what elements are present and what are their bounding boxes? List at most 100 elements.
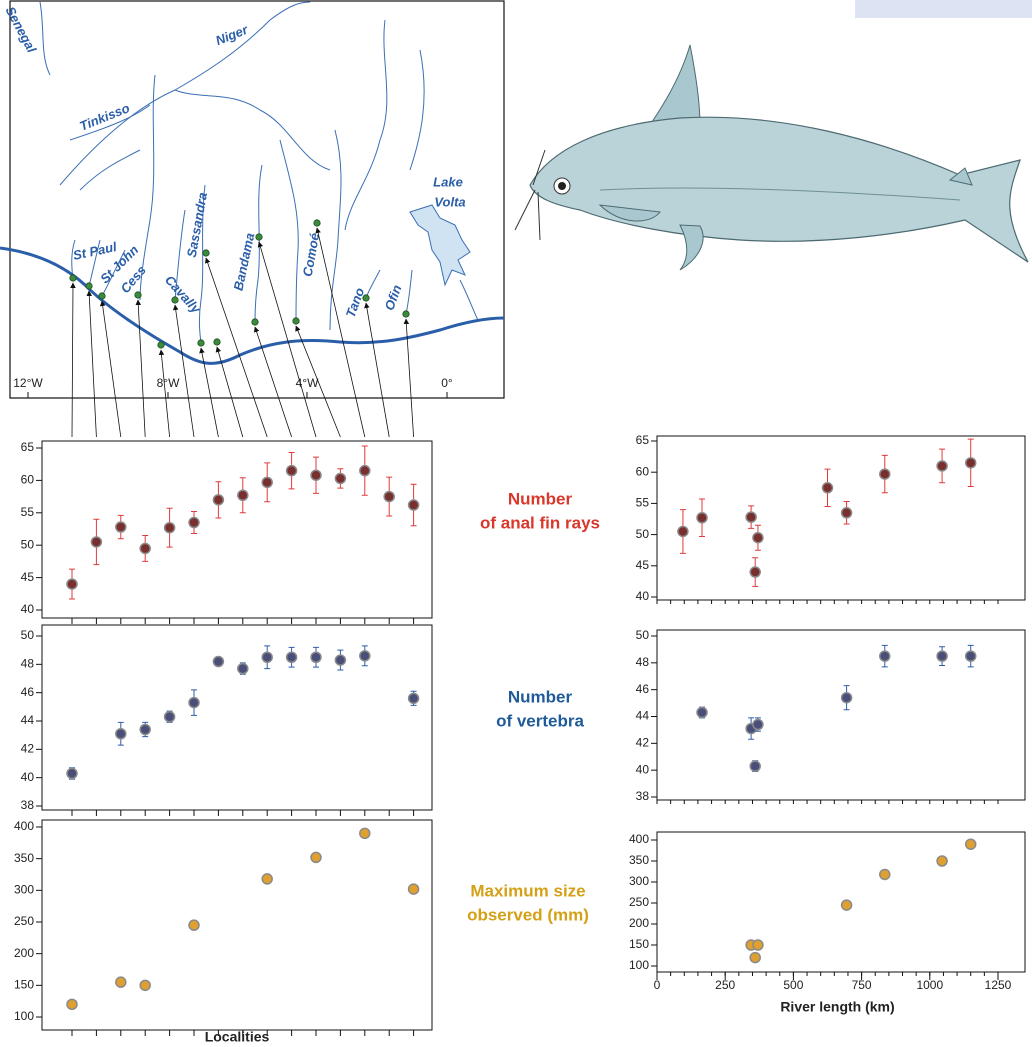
y-tick-label: 55 xyxy=(21,505,35,519)
x-tick-label: 750 xyxy=(852,978,872,992)
site-dot xyxy=(172,297,178,303)
site-dot xyxy=(363,295,369,301)
x-tick-label: 500 xyxy=(783,978,803,992)
data-point xyxy=(750,567,760,577)
map: Senegal Niger Tinkisso St Paul St John C… xyxy=(0,1,504,398)
figure: Senegal Niger Tinkisso St Paul St John C… xyxy=(0,0,1032,1047)
data-point xyxy=(937,856,947,866)
data-point xyxy=(165,712,175,722)
longitude-label: 0° xyxy=(441,376,453,390)
chart-title: Number xyxy=(508,489,573,508)
data-point xyxy=(409,500,419,510)
data-point xyxy=(753,940,763,950)
data-point xyxy=(311,470,321,480)
lake-label: Volta xyxy=(434,194,465,209)
y-tick-label: 350 xyxy=(629,853,649,867)
chart-title: of anal fin rays xyxy=(480,513,600,532)
y-tick-label: 150 xyxy=(14,978,34,992)
data-point xyxy=(678,526,688,536)
x-tick-label: 1250 xyxy=(985,978,1012,992)
site-dot xyxy=(256,234,262,240)
data-point xyxy=(262,652,272,662)
data-point xyxy=(116,522,126,532)
y-tick-label: 400 xyxy=(14,819,34,833)
data-point xyxy=(880,869,890,879)
y-tick-label: 40 xyxy=(21,602,35,616)
data-point xyxy=(409,693,419,703)
y-tick-label: 250 xyxy=(629,895,649,909)
y-tick-label: 250 xyxy=(14,914,34,928)
y-tick-label: 44 xyxy=(21,713,35,727)
data-point xyxy=(750,953,760,963)
data-point xyxy=(746,512,756,522)
y-tick-label: 48 xyxy=(21,657,35,671)
y-tick-label: 150 xyxy=(629,937,649,951)
data-point xyxy=(287,652,297,662)
data-point xyxy=(140,980,150,990)
site-dot xyxy=(70,275,76,281)
data-point xyxy=(116,977,126,987)
y-tick-label: 300 xyxy=(14,883,34,897)
site-dot xyxy=(198,340,204,346)
data-point xyxy=(360,466,370,476)
map-frame xyxy=(10,1,504,398)
y-tick-label: 65 xyxy=(21,440,35,454)
y-tick-label: 55 xyxy=(636,496,650,510)
site-dot xyxy=(203,250,209,256)
lake-label: Lake xyxy=(433,174,463,189)
y-tick-label: 44 xyxy=(636,709,650,723)
y-tick-label: 42 xyxy=(21,742,35,756)
data-point xyxy=(140,543,150,553)
data-point xyxy=(67,999,77,1009)
data-point xyxy=(311,652,321,662)
y-tick-label: 50 xyxy=(636,628,650,642)
y-tick-label: 65 xyxy=(636,433,650,447)
x-tick-label: 250 xyxy=(715,978,735,992)
site-dot xyxy=(135,292,141,298)
site-dot xyxy=(252,319,258,325)
y-tick-label: 40 xyxy=(636,762,650,776)
fish-illustration xyxy=(515,45,1028,270)
data-point xyxy=(697,513,707,523)
plot-frame xyxy=(42,441,432,618)
y-tick-label: 46 xyxy=(636,682,650,696)
data-point xyxy=(189,518,199,528)
chart-title: observed (mm) xyxy=(467,905,589,924)
plot-frame xyxy=(42,625,432,810)
y-tick-label: 300 xyxy=(629,874,649,888)
data-point xyxy=(189,920,199,930)
y-tick-label: 200 xyxy=(14,946,34,960)
site-dot xyxy=(293,318,299,324)
data-point xyxy=(287,466,297,476)
data-point xyxy=(360,828,370,838)
y-tick-label: 45 xyxy=(636,558,650,572)
y-tick-label: 350 xyxy=(14,851,34,865)
x-axis-label: Localities xyxy=(205,1029,270,1045)
data-point xyxy=(189,698,199,708)
data-point xyxy=(937,651,947,661)
x-axis-label: River length (km) xyxy=(780,999,894,1015)
data-point xyxy=(753,533,763,543)
y-tick-label: 42 xyxy=(636,736,650,750)
x-tick-label: 0 xyxy=(654,978,661,992)
y-tick-label: 46 xyxy=(21,685,35,699)
data-point xyxy=(842,693,852,703)
data-point xyxy=(116,729,126,739)
chart-title: of vertebra xyxy=(496,711,584,730)
site-dot xyxy=(158,342,164,348)
data-point xyxy=(966,651,976,661)
site-dot xyxy=(214,339,220,345)
y-tick-label: 400 xyxy=(629,832,649,846)
data-point xyxy=(67,768,77,778)
data-point xyxy=(213,495,223,505)
y-tick-label: 45 xyxy=(21,570,35,584)
corner-band xyxy=(855,0,1032,18)
y-tick-label: 40 xyxy=(636,589,650,603)
x-tick-label: 1000 xyxy=(916,978,943,992)
data-point xyxy=(750,761,760,771)
y-tick-label: 40 xyxy=(21,770,35,784)
data-point xyxy=(697,707,707,717)
longitude-label: 8°W xyxy=(157,376,180,390)
plot-frame xyxy=(657,832,1025,972)
data-point xyxy=(140,725,150,735)
